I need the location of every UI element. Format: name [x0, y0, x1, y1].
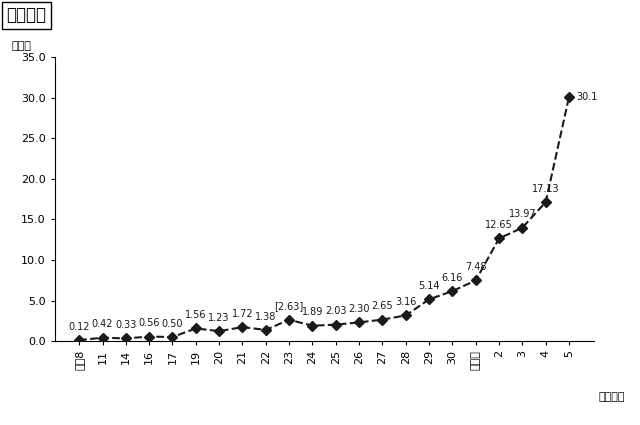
Text: 1.38: 1.38	[255, 312, 276, 322]
Text: 12.65: 12.65	[485, 220, 513, 230]
Text: 5.14: 5.14	[419, 281, 440, 291]
Text: 0.33: 0.33	[115, 320, 136, 330]
Text: 7.48: 7.48	[465, 262, 486, 272]
Text: 1.23: 1.23	[209, 313, 230, 323]
Text: 6.16: 6.16	[442, 273, 463, 283]
Text: 1.89: 1.89	[301, 307, 323, 317]
Text: 2.03: 2.03	[325, 306, 346, 316]
Text: 2.30: 2.30	[348, 304, 370, 314]
Text: 13.97: 13.97	[509, 210, 536, 219]
Text: 1.56: 1.56	[185, 310, 207, 320]
Text: 3.16: 3.16	[395, 297, 417, 307]
Text: （％）: （％）	[12, 41, 31, 51]
Text: 0.56: 0.56	[138, 318, 160, 328]
Text: 17.13: 17.13	[532, 184, 559, 194]
Text: [2.63]: [2.63]	[275, 301, 304, 312]
Text: （男性）: （男性）	[6, 6, 46, 24]
Text: （年度）: （年度）	[599, 392, 625, 402]
Text: 0.12: 0.12	[68, 322, 90, 332]
Text: 1.72: 1.72	[232, 309, 253, 319]
Text: 0.42: 0.42	[92, 319, 113, 329]
Text: 2.65: 2.65	[372, 301, 393, 311]
Text: 0.50: 0.50	[162, 319, 183, 329]
Text: 30.1: 30.1	[576, 92, 597, 102]
